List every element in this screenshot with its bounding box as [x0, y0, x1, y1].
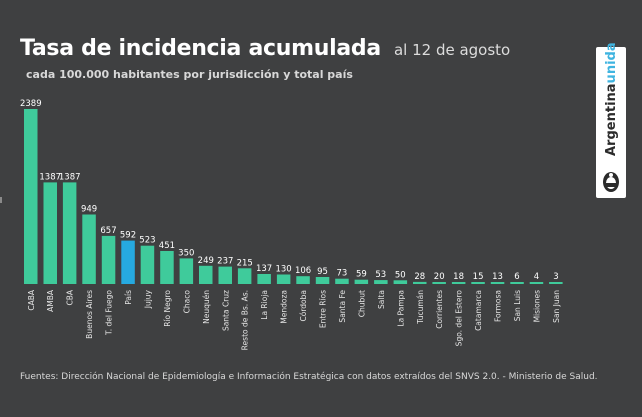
badge-word-argentina: Argentina: [603, 83, 619, 156]
bar-buenos-aires: [82, 214, 96, 284]
badge-word-unida: unida: [603, 42, 619, 84]
category-tick-label: T. del Fuego: [105, 290, 114, 336]
bar-resto-de-bs-as: [237, 268, 252, 284]
category-tick-label: La Rioja: [260, 290, 269, 320]
category-tick-label: Santa Fe: [338, 290, 347, 323]
category-tick-label: Buenos Aires: [85, 290, 94, 339]
edge-marker: [0, 197, 2, 203]
bar-value-label: 137: [256, 264, 272, 274]
chart-title: Tasa de incidencia acumulada: [20, 36, 381, 61]
category-tick-label: Sgo. del Estero: [455, 290, 464, 347]
bar-value-label: 215: [237, 258, 253, 268]
category-tick-label: CBA: [66, 289, 75, 305]
category-tick-label: Catamarca: [474, 290, 483, 331]
bar-neuqu-n: [199, 265, 213, 284]
bar-value-label: 18: [453, 272, 464, 282]
category-tick-label: La Pampa: [396, 290, 405, 327]
bar-sgo-del-estero: [451, 282, 466, 284]
bar-mendoza: [276, 274, 291, 284]
chart-title-row: Tasa de incidencia acumulada al 12 de ag…: [20, 36, 510, 61]
bar-value-label: 4: [534, 272, 539, 282]
category-tick-label: Chubut: [357, 290, 366, 317]
source-footnote: Fuentes: Dirección Nacional de Epidemiol…: [20, 372, 598, 382]
bar-catamarca: [471, 282, 485, 284]
category-tick-label: Chaco: [182, 290, 191, 314]
bar-value-label: 592: [120, 231, 136, 241]
argentina-unida-badge: Argentina unida: [596, 42, 626, 198]
bar-value-label: 130: [275, 265, 291, 275]
category-tick-label: San Luis: [513, 290, 522, 321]
bar-value-label: 106: [295, 266, 311, 276]
bar-value-label: 15: [473, 272, 484, 282]
category-tick-label: Salta: [377, 290, 386, 309]
bar-santa-cruz: [218, 266, 232, 284]
chart-date-label: al 12 de agosto: [393, 41, 511, 59]
bar-value-label: 6: [514, 272, 519, 282]
bar-caba: [24, 109, 38, 284]
category-tick-label: Córdoba: [299, 290, 308, 321]
bar-value-label: 59: [356, 270, 367, 280]
bar-value-label: 350: [178, 248, 194, 258]
category-tick-label: AMBA: [46, 289, 55, 312]
bar-value-label: 237: [217, 257, 233, 267]
coat-of-arms-icon: [603, 172, 619, 192]
bar-value-label: 657: [100, 226, 116, 236]
bar-c-rdoba: [296, 276, 310, 284]
bar-value-label: 1387: [59, 172, 81, 182]
category-tick-label: San Juan: [552, 290, 561, 323]
bar-amba: [43, 182, 57, 284]
bar-la-rioja: [257, 274, 271, 284]
bar-value-label: 50: [395, 270, 406, 280]
bar-chubut: [354, 279, 369, 284]
bar-santa-fe: [335, 278, 349, 284]
bar-value-label: 13: [492, 272, 503, 282]
bar-value-label: 20: [434, 272, 445, 282]
bar-jujuy: [140, 245, 155, 284]
bar-t-del-fuego: [101, 235, 116, 284]
bar-value-label: 3: [553, 272, 558, 282]
bar-misiones: [529, 282, 544, 284]
bar-value-label: 249: [198, 256, 214, 266]
bar-value-label: 53: [375, 270, 386, 280]
bar-value-label: 2389: [20, 99, 42, 109]
bar-pa-s: [121, 240, 135, 284]
category-tick-label: Entre Ríos: [319, 290, 328, 328]
category-tick-label: Jujuy: [143, 289, 152, 309]
bar-r-o-negro: [160, 251, 174, 284]
category-tick-label: Corrientes: [435, 290, 444, 329]
bar-formosa: [490, 282, 505, 284]
category-tick-label: Mendoza: [280, 290, 289, 324]
bar-value-label: 28: [414, 272, 425, 282]
category-tick-label: Resto de Bs. As.: [241, 290, 250, 350]
bar-value-label: 95: [317, 267, 328, 277]
category-tick-label: Neuquén: [202, 290, 211, 324]
category-tick-label: CABA: [27, 289, 36, 311]
bar-entre-r-os: [315, 277, 330, 284]
category-tick-label: Tucumán: [416, 290, 425, 325]
category-tick-label: Misiones: [533, 290, 542, 323]
bar-cba: [62, 182, 77, 284]
bar-san-luis: [510, 282, 524, 284]
category-tick-label: Río Negro: [163, 290, 172, 327]
bar-san-juan: [549, 282, 563, 284]
bar-corrientes: [432, 282, 446, 284]
category-tick-label: Formosa: [494, 290, 503, 322]
bar-value-label: 949: [81, 205, 97, 215]
category-tick-label: Santa Cruz: [221, 290, 230, 331]
bar-value-label: 1387: [39, 172, 61, 182]
bar-tucum-n: [413, 281, 427, 284]
bar-value-label: 451: [159, 241, 175, 251]
bar-value-label: 73: [336, 269, 347, 279]
bar-chaco: [179, 258, 194, 284]
bar-la-pampa: [393, 280, 408, 284]
chart-subtitle: cada 100.000 habitantes por jurisdicción…: [26, 68, 353, 81]
category-tick-label: País: [124, 290, 133, 305]
bar-salta: [374, 280, 388, 284]
bar-value-label: 523: [139, 236, 155, 246]
